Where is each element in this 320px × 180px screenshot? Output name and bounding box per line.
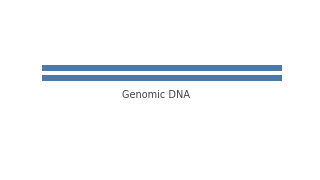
Text: Genomic DNA: Genomic DNA (122, 90, 189, 100)
FancyBboxPatch shape (42, 65, 282, 71)
FancyBboxPatch shape (42, 75, 282, 81)
